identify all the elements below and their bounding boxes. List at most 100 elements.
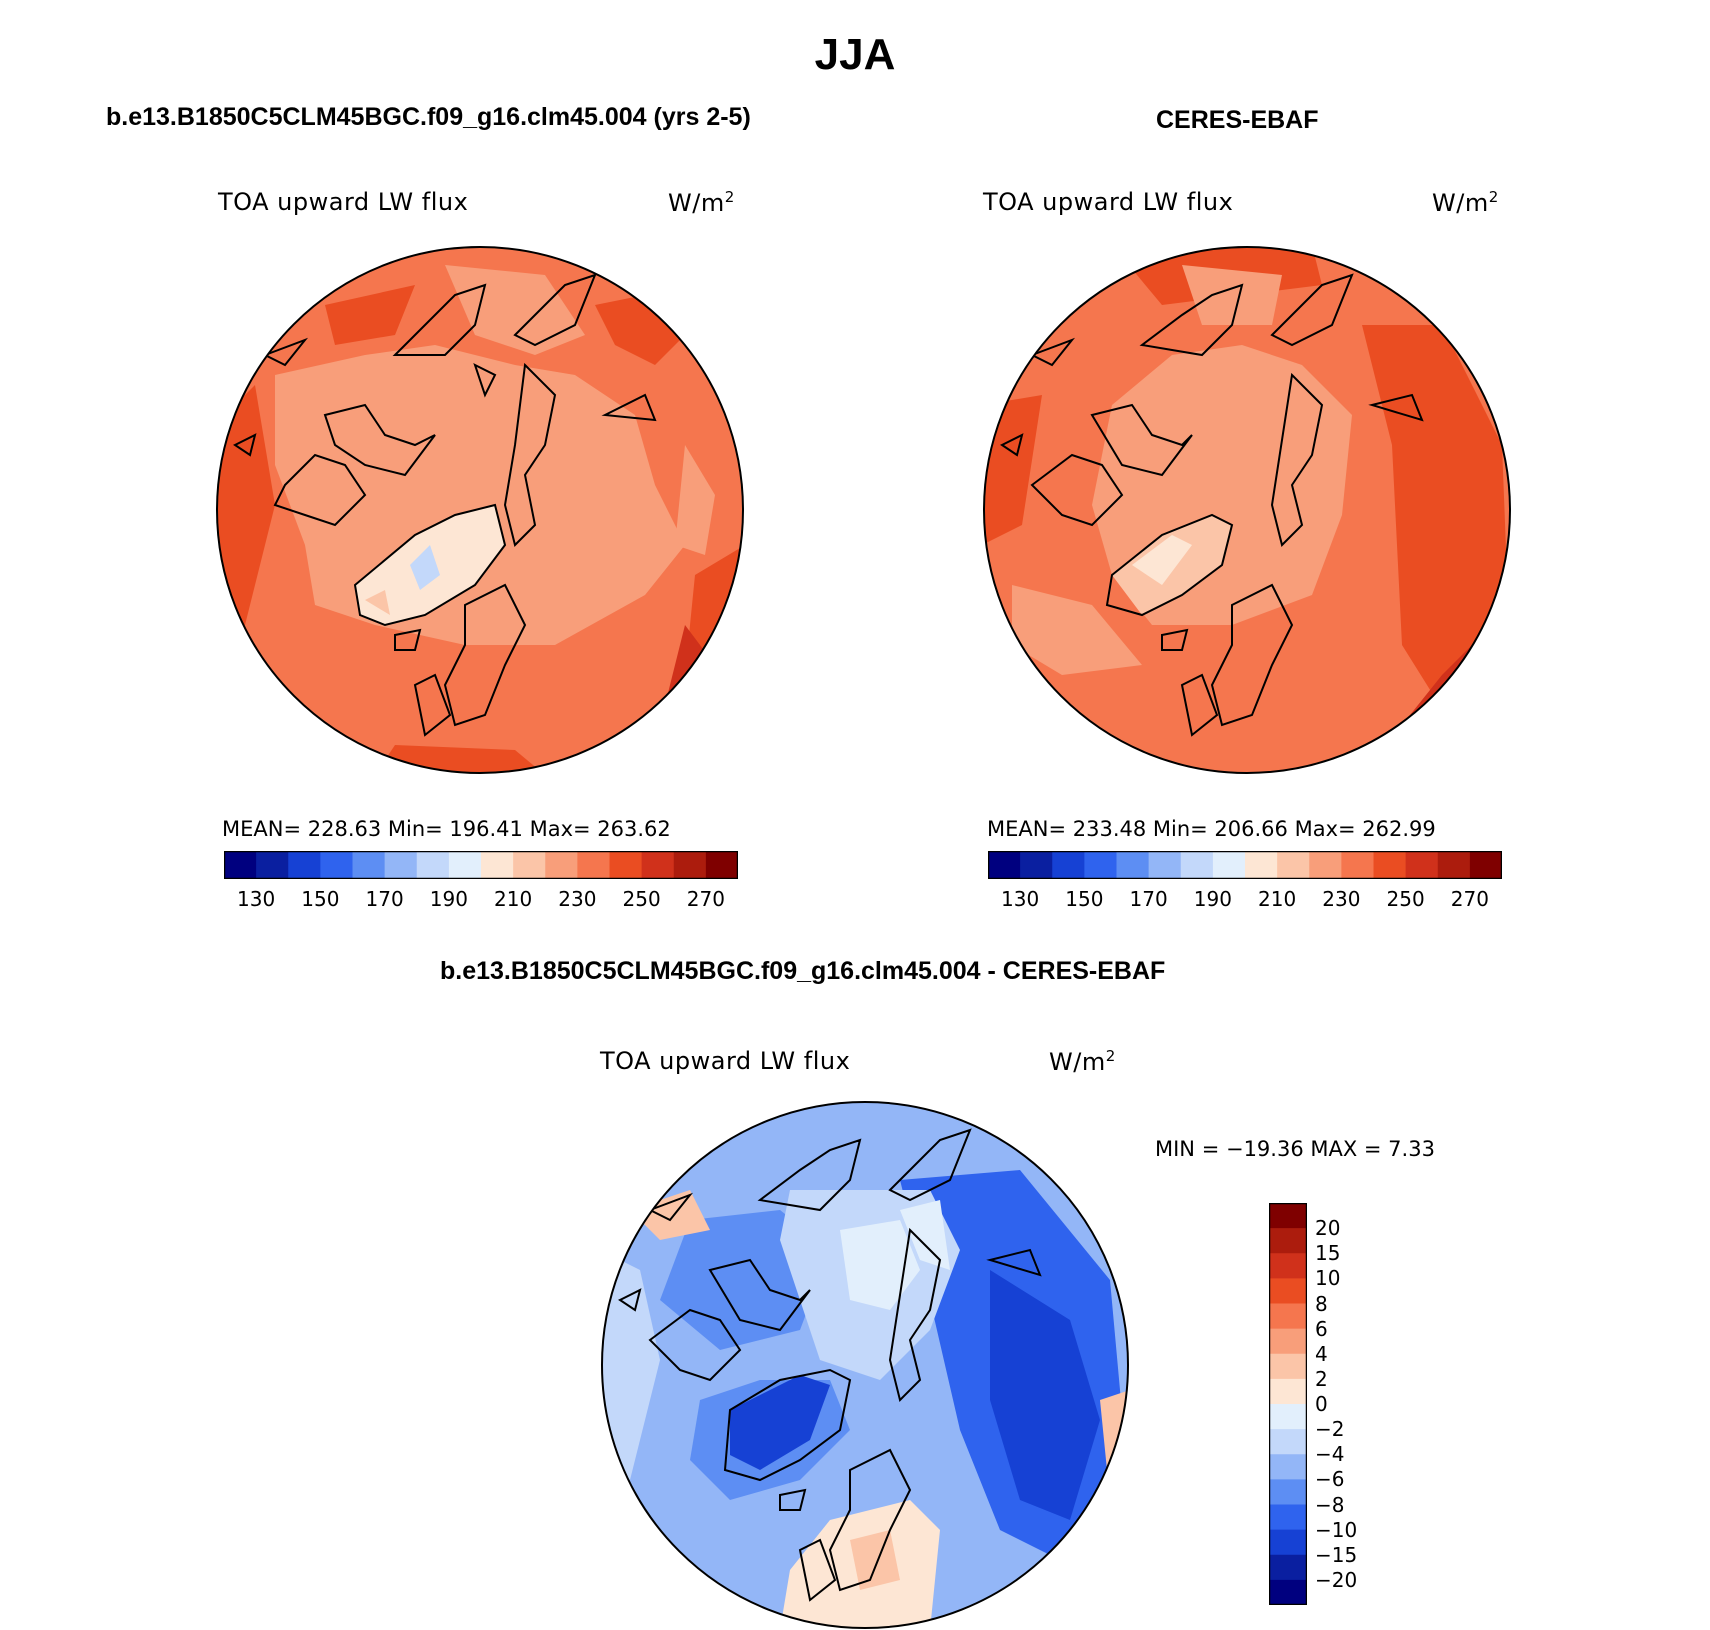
colorbar-tick-label: 230 — [1322, 887, 1361, 911]
colorbar-tick-label: 150 — [301, 887, 340, 911]
diff-min-max: MIN = −19.36 MAX = 7.33 — [1155, 1137, 1435, 1161]
colorbar-tick-label: 170 — [365, 887, 404, 911]
model-colorbar — [224, 851, 738, 879]
difference-colorbar — [1269, 1203, 1307, 1605]
colorbar-swatch — [1269, 1429, 1307, 1455]
colorbar-swatch — [1269, 1554, 1307, 1581]
colorbar-swatch — [1277, 851, 1310, 879]
colorbar-swatch — [1309, 851, 1342, 879]
colorbar-swatch — [1405, 851, 1439, 879]
colorbar-swatch — [288, 851, 321, 879]
diff-panel-title: b.e13.B1850C5CLM45BGC.f09_g16.clm45.004 … — [440, 957, 1166, 985]
colorbar-swatch — [1269, 1579, 1307, 1605]
obs-colorbar — [988, 851, 1502, 879]
colorbar-swatch — [1269, 1454, 1307, 1480]
model-polar-map — [216, 246, 744, 774]
figure-title: JJA — [814, 30, 896, 79]
colorbar-tick-label: 15 — [1315, 1241, 1341, 1266]
colorbar-swatch — [641, 851, 675, 879]
colorbar-swatch — [1052, 851, 1085, 879]
colorbar-swatch — [609, 851, 643, 879]
colorbar-swatch — [1269, 1404, 1307, 1430]
colorbar-swatch — [320, 851, 354, 879]
colorbar-swatch — [1269, 1479, 1307, 1506]
colorbar-swatch — [1269, 1504, 1307, 1531]
colorbar-swatch — [673, 851, 707, 879]
colorbar-swatch — [416, 851, 450, 879]
model-variable-label: TOA upward LW flux — [218, 188, 469, 216]
colorbar-swatch — [1020, 851, 1053, 879]
colorbar-swatch — [1437, 851, 1471, 879]
diff-variable-label: TOA upward LW flux — [600, 1047, 851, 1075]
colorbar-swatch — [1269, 1253, 1307, 1279]
colorbar-tick-label: 4 — [1315, 1341, 1328, 1366]
colorbar-swatch — [256, 851, 289, 879]
obs-variable-label: TOA upward LW flux — [983, 188, 1234, 216]
colorbar-tick-label: 270 — [686, 887, 725, 911]
colorbar-swatch — [1269, 1203, 1307, 1229]
colorbar-tick-label: 270 — [1450, 887, 1489, 911]
colorbar-swatch — [1269, 1378, 1307, 1405]
colorbar-tick-label: 170 — [1129, 887, 1168, 911]
colorbar-tick-label: 210 — [494, 887, 533, 911]
model-stats: MEAN= 228.63 Min= 196.41 Max= 263.62 — [222, 817, 671, 841]
colorbar-swatch — [1084, 851, 1118, 879]
colorbar-tick-label: 230 — [558, 887, 597, 911]
difference-polar-map — [601, 1101, 1129, 1629]
colorbar-swatch — [224, 851, 257, 879]
obs-polar-map — [983, 246, 1511, 774]
obs-units-label: W/m2 — [1432, 188, 1499, 217]
colorbar-tick-label: −10 — [1315, 1517, 1358, 1542]
colorbar-tick-label: −6 — [1315, 1467, 1345, 1492]
colorbar-swatch — [1148, 851, 1182, 879]
colorbar-tick-label: 250 — [622, 887, 661, 911]
colorbar-swatch — [545, 851, 578, 879]
obs-panel-title: CERES-EBAF — [1156, 106, 1319, 134]
colorbar-tick-label: 250 — [1386, 887, 1425, 911]
colorbar-swatch — [448, 851, 482, 879]
obs-stats: MEAN= 233.48 Min= 206.66 Max= 262.99 — [987, 817, 1436, 841]
colorbar-swatch — [1469, 851, 1502, 879]
colorbar-swatch — [384, 851, 418, 879]
colorbar-tick-label: −2 — [1315, 1417, 1345, 1442]
colorbar-swatch — [1245, 851, 1278, 879]
colorbar-swatch — [1269, 1328, 1307, 1355]
colorbar-swatch — [481, 851, 514, 879]
colorbar-tick-label: −8 — [1315, 1492, 1345, 1517]
colorbar-tick-label: 8 — [1315, 1291, 1328, 1316]
colorbar-tick-label: 210 — [1258, 887, 1297, 911]
colorbar-swatch — [1269, 1353, 1307, 1380]
colorbar-swatch — [1269, 1278, 1307, 1305]
colorbar-swatch — [1269, 1303, 1307, 1330]
diff-units-label: W/m2 — [1049, 1047, 1116, 1076]
colorbar-border — [988, 851, 1502, 879]
model-units-label: W/m2 — [668, 188, 735, 217]
colorbar-swatch — [1269, 1529, 1307, 1556]
colorbar-tick-label: 130 — [237, 887, 276, 911]
colorbar-tick-label: 190 — [1193, 887, 1232, 911]
colorbar-tick-label: 0 — [1315, 1392, 1328, 1416]
colorbar-swatch — [705, 851, 738, 879]
colorbar-tick-label: 190 — [429, 887, 468, 911]
model-panel-title: b.e13.B1850C5CLM45BGC.f09_g16.clm45.004 … — [106, 103, 751, 131]
colorbar-swatch — [577, 851, 611, 879]
colorbar-swatch — [988, 851, 1021, 879]
colorbar-tick-label: 6 — [1315, 1316, 1328, 1341]
colorbar-tick-label: 10 — [1315, 1266, 1341, 1291]
colorbar-swatch — [1373, 851, 1407, 879]
colorbar-tick-label: −20 — [1315, 1567, 1358, 1592]
colorbar-tick-label: 2 — [1315, 1366, 1328, 1391]
colorbar-swatch — [1116, 851, 1150, 879]
colorbar-tick-label: −4 — [1315, 1442, 1345, 1467]
colorbar-swatch — [1341, 851, 1375, 879]
colorbar-swatch — [1180, 851, 1214, 879]
colorbar-tick-label: −15 — [1315, 1542, 1358, 1567]
colorbar-tick-label: 20 — [1315, 1216, 1341, 1241]
colorbar-swatch — [1212, 851, 1246, 879]
colorbar-swatch — [1269, 1228, 1307, 1254]
colorbar-border — [224, 851, 738, 879]
colorbar-tick-label: 150 — [1065, 887, 1104, 911]
colorbar-tick-label: 130 — [1001, 887, 1040, 911]
colorbar-swatch — [513, 851, 546, 879]
colorbar-border — [1269, 1203, 1307, 1605]
